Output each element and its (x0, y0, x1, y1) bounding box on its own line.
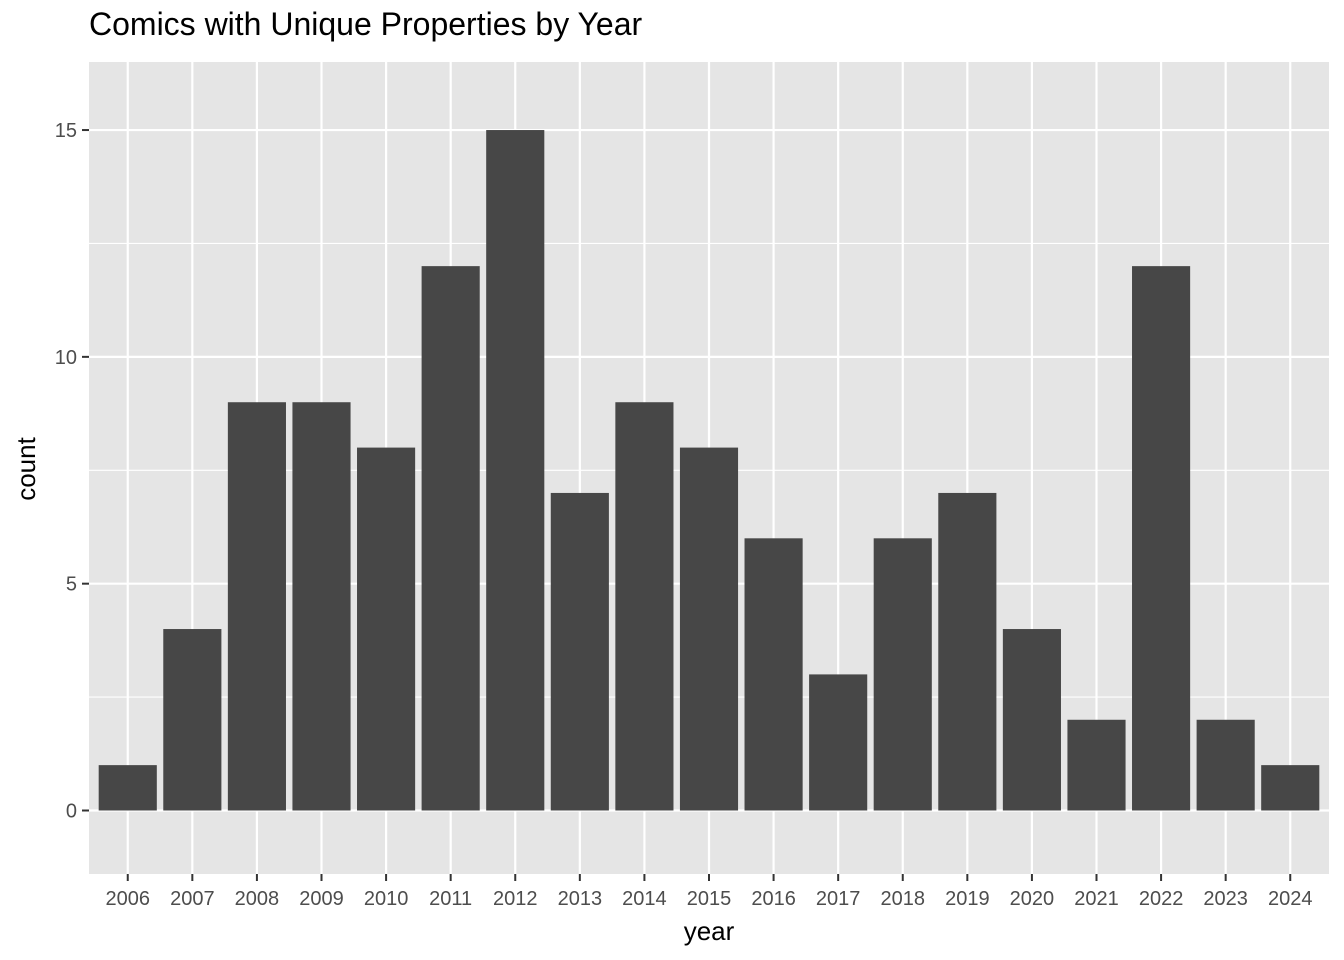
bar-2023 (1196, 719, 1255, 811)
y-tick-label: 15 (55, 120, 77, 142)
bar-2007 (163, 629, 222, 811)
x-tick-label: 2010 (364, 888, 409, 910)
x-tick-label: 2017 (816, 888, 861, 910)
x-tick-label: 2008 (235, 888, 280, 910)
bar-2014 (615, 402, 674, 811)
bar-2006 (98, 765, 157, 811)
bar-2021 (1067, 719, 1126, 811)
x-tick-label: 2014 (622, 888, 667, 910)
x-tick-label: 2006 (106, 888, 151, 910)
x-tick-label: 2007 (170, 888, 215, 910)
chart-title: Comics with Unique Properties by Year (89, 6, 643, 42)
x-tick-label: 2021 (1074, 888, 1119, 910)
x-tick-label: 2015 (687, 888, 732, 910)
x-tick-label: 2023 (1203, 888, 1248, 910)
bar-2008 (227, 402, 286, 811)
x-tick-label: 2022 (1139, 888, 1184, 910)
x-axis-title: year (684, 916, 735, 946)
y-tick-label: 0 (66, 800, 77, 822)
y-axis: 0 5 10 15 (55, 120, 89, 822)
bar-2013 (550, 492, 609, 811)
bar-2022 (1132, 266, 1191, 811)
x-tick-label: 2018 (881, 888, 926, 910)
bar-2016 (744, 538, 803, 811)
bar-2024 (1261, 765, 1320, 811)
x-tick-label: 2024 (1268, 888, 1313, 910)
y-tick-label: 10 (55, 347, 77, 369)
x-tick-label: 2013 (558, 888, 603, 910)
y-axis-title: count (11, 436, 41, 500)
x-tick-label: 2012 (493, 888, 538, 910)
bar-2017 (809, 674, 868, 811)
bars (98, 130, 1320, 811)
bar-2020 (1002, 629, 1061, 811)
bar-2010 (357, 447, 416, 811)
bar-2009 (292, 402, 351, 811)
bar-2012 (486, 130, 545, 811)
y-tick-label: 5 (66, 574, 77, 596)
x-axis: 2006 2007 2008 2009 2010 2011 2012 2013 2014 2015… (106, 874, 1313, 910)
x-tick-label: 2016 (751, 888, 796, 910)
bar-2015 (679, 447, 739, 811)
bar-2011 (421, 266, 480, 811)
x-tick-label: 2009 (299, 888, 344, 910)
bar-2018 (873, 538, 932, 811)
bar-2019 (938, 492, 997, 811)
x-tick-label: 2019 (945, 888, 990, 910)
x-tick-label: 2020 (1010, 888, 1055, 910)
x-tick-label: 2011 (429, 888, 472, 910)
